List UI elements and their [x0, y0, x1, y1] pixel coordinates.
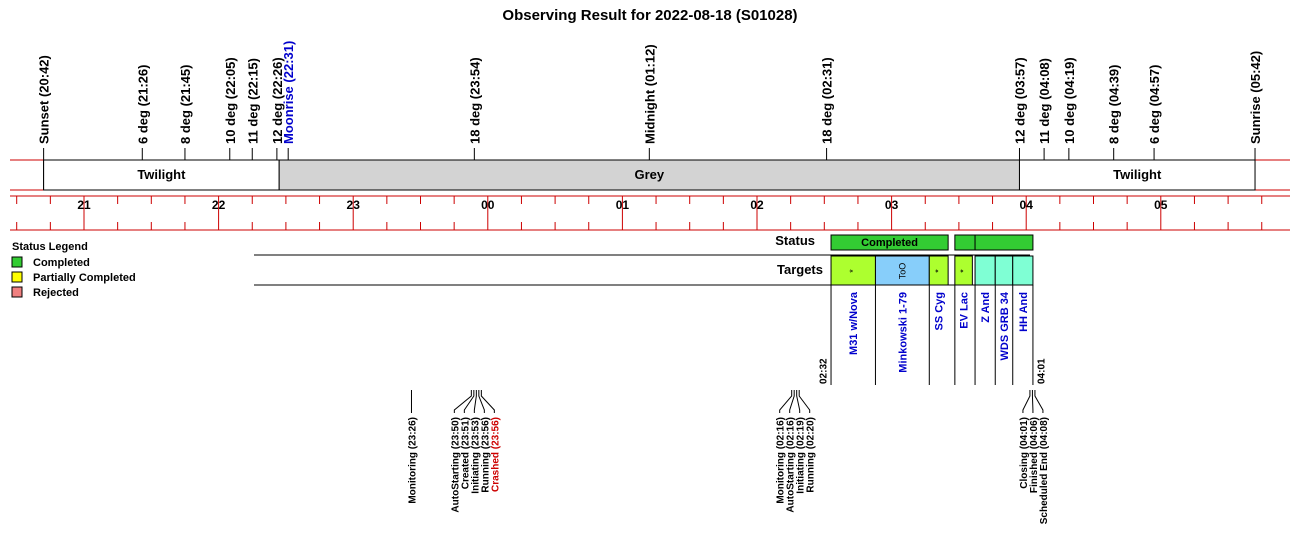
log-connector — [1031, 390, 1034, 413]
log-connector — [789, 390, 795, 413]
time-mark-label: 02:32 — [819, 358, 830, 384]
phase-band: Twilight Grey Twilight — [10, 159, 1290, 191]
log-entry-label: Monitoring (23:26) — [407, 417, 418, 504]
legend-title: Status Legend — [12, 241, 88, 253]
log-entry-label: Running (02:20) — [806, 417, 817, 493]
event-label: 8 deg (04:39) — [1107, 65, 1122, 144]
event-label: Moonrise (22:31) — [281, 41, 296, 144]
event-label: Sunset (20:42) — [37, 55, 52, 144]
hour-tick-label: 22 — [212, 198, 226, 212]
target-name: Z And — [980, 292, 992, 323]
phase-block — [1018, 159, 1256, 191]
status-target-rows: Status Targets Completed * M31 w/Nova ToO Mink… — [254, 233, 1047, 385]
legend-swatch — [11, 256, 23, 268]
phase-label: Grey — [634, 167, 664, 182]
log-connector — [478, 390, 485, 413]
log-entry-label: Closing (04:01) — [1019, 417, 1030, 489]
target-block — [994, 255, 1014, 286]
hour-tick-label: 05 — [1154, 198, 1168, 212]
status-segment-label: Completed — [861, 237, 918, 249]
log-entry-label: Running (23:56) — [480, 417, 491, 493]
log-entry-label: Initiating (02:19) — [796, 417, 807, 494]
hour-tick-label: 21 — [77, 198, 91, 212]
hour-axis: 21 22 23 00 01 02 03 04 05 — [10, 195, 1290, 231]
event-label: 6 deg (04:57) — [1147, 65, 1162, 144]
log-entry-label: Finished (04:06) — [1029, 417, 1040, 493]
target-block — [954, 255, 973, 286]
target-mark: ToO — [897, 263, 907, 280]
event-label: Sunrise (05:42) — [1248, 51, 1263, 144]
status-legend: Status Legend Completed Partially Complete… — [11, 241, 136, 299]
log-entry-label: Created (23:51) — [460, 417, 471, 489]
targets-row-label: Targets — [777, 262, 823, 277]
event-label: 11 deg (04:08) — [1037, 58, 1052, 144]
log-connector — [798, 390, 811, 413]
event-label: 18 deg (02:31) — [820, 57, 835, 144]
log-connector — [796, 390, 801, 413]
log-entry-label: Scheduled End (04:08) — [1039, 417, 1050, 524]
hour-tick-label: 02 — [750, 198, 764, 212]
target-block — [974, 255, 996, 286]
log-connector — [1022, 390, 1031, 413]
target-name: WDS GRB 34 — [999, 291, 1011, 360]
status-segment — [974, 234, 1034, 251]
legend-item-label: Rejected — [33, 287, 79, 299]
target-block — [928, 255, 949, 286]
legend-item-label: Completed — [33, 257, 90, 269]
log-entry-label: AutoStarting (02:16) — [786, 417, 797, 513]
target-mark: * — [934, 269, 944, 273]
log-connector — [473, 390, 477, 413]
event-label: 10 deg (04:19) — [1062, 57, 1077, 144]
target-name: SS Cyg — [934, 292, 946, 331]
phase-label: Twilight — [1113, 167, 1162, 182]
hour-tick-label: 00 — [481, 198, 495, 212]
target-mark: * — [848, 269, 858, 273]
event-label: 6 deg (21:26) — [135, 65, 150, 144]
log-events: Monitoring (23:26) AutoStarting (23:50) Cr… — [407, 390, 1050, 524]
log-entry-label: Crashed (23:56) — [490, 417, 501, 492]
legend-item-label: Partially Completed — [33, 272, 136, 284]
target-name: M31 w/Nova — [848, 291, 860, 355]
time-mark-label: 04:01 — [1036, 358, 1047, 384]
legend-swatch — [11, 286, 23, 298]
event-label: Midnight (01:12) — [642, 44, 657, 144]
log-connector — [463, 390, 475, 413]
hour-tick-label: 23 — [347, 198, 361, 212]
log-connector — [480, 390, 495, 413]
hour-tick-label: 03 — [885, 198, 899, 212]
target-block — [1012, 255, 1034, 286]
target-block — [830, 255, 876, 286]
status-row-label: Status — [775, 233, 815, 248]
log-connector — [1034, 390, 1044, 413]
target-name: HH And — [1018, 292, 1030, 332]
log-entry-label: AutoStarting (23:50) — [450, 417, 461, 513]
log-entry-label: Monitoring (02:16) — [776, 417, 787, 504]
event-markers: Sunset (20:42) 6 deg (21:26) 8 deg (21:45)… — [37, 41, 1263, 190]
phase-block — [43, 159, 280, 191]
event-label: 12 deg (03:57) — [1012, 57, 1027, 144]
event-label: 8 deg (21:45) — [178, 65, 193, 144]
event-label: 18 deg (23:54) — [467, 57, 482, 144]
target-name: Minkowski 1-79 — [897, 292, 909, 373]
hour-tick-label: 04 — [1020, 198, 1034, 212]
legend-swatch — [11, 271, 23, 283]
log-entry-label: Initiating (23:53) — [470, 417, 481, 494]
phase-label: Twilight — [137, 167, 186, 182]
status-segment — [830, 234, 949, 251]
log-connector — [779, 390, 793, 413]
event-label: 12 deg (22:26) — [270, 57, 285, 144]
log-connector — [453, 390, 472, 413]
status-segment — [954, 234, 976, 251]
phase-block — [278, 159, 1020, 191]
chart-title: Observing Result for 2022-08-18 (S01028) — [502, 7, 797, 24]
event-label: 10 deg (22:05) — [223, 57, 238, 144]
event-label: 11 deg (22:15) — [245, 58, 260, 144]
target-name: EV Lac — [959, 292, 971, 329]
target-mark: * — [959, 269, 969, 273]
hour-tick-label: 01 — [616, 198, 630, 212]
